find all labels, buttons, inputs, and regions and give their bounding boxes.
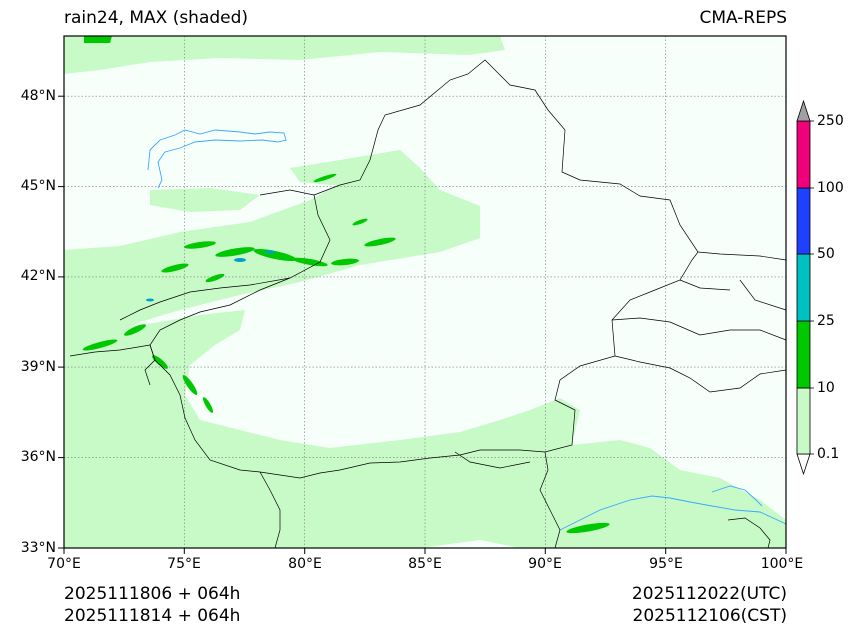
colorbar-label-0.1: 0.1 <box>817 446 840 462</box>
moderate-rain-areas <box>82 36 610 534</box>
model-name: CMA-REPS <box>699 8 787 28</box>
heavy-rain-areas <box>146 250 275 302</box>
colorbar-bin-25-50 <box>796 253 811 322</box>
boundaries <box>69 59 787 549</box>
axis-ticks <box>58 95 787 554</box>
lat-label-45: 45°N <box>20 178 56 194</box>
colorbar-label-10: 10 <box>817 380 835 396</box>
lon-label-70: 70°E <box>47 556 81 572</box>
lon-label-100: 100°E <box>760 556 804 572</box>
graticule <box>64 36 786 548</box>
map-title: rain24, MAX (shaded) <box>64 8 249 28</box>
colorbar-bin-50-100 <box>796 187 811 255</box>
colorbar-label-25: 25 <box>817 313 835 329</box>
lat-label-33: 33°N <box>20 540 56 556</box>
init-time-utc: 2025111806 + 064h <box>64 584 241 604</box>
lon-label-85: 85°E <box>408 556 442 572</box>
lat-label-42: 42°N <box>20 268 56 284</box>
colorbar-over-arrow <box>796 99 811 122</box>
colorbar <box>796 99 814 476</box>
colorbar-bin-10-25 <box>796 320 811 389</box>
lon-label-95: 95°E <box>649 556 683 572</box>
colorbar-bin-0.1-10 <box>796 387 811 455</box>
lon-label-75: 75°E <box>167 556 201 572</box>
colorbar-label-100: 100 <box>817 180 844 196</box>
lat-label-48: 48°N <box>20 88 56 104</box>
light-rain-areas <box>64 36 786 548</box>
colorbar-label-50: 50 <box>817 246 835 262</box>
colorbar-label-250: 250 <box>817 113 844 129</box>
colorbar-under-arrow <box>796 453 811 476</box>
water-features <box>147 129 787 531</box>
colorbar-bin-100-250 <box>796 120 811 189</box>
lat-label-36: 36°N <box>20 449 56 465</box>
lon-label-80: 80°E <box>288 556 322 572</box>
valid-time-utc: 2025112022(UTC) <box>631 584 787 604</box>
lon-label-90: 90°E <box>528 556 562 572</box>
lat-label-39: 39°N <box>20 359 56 375</box>
valid-time-cst: 2025112106(CST) <box>632 606 787 626</box>
init-time-cst: 2025111814 + 064h <box>64 606 241 626</box>
